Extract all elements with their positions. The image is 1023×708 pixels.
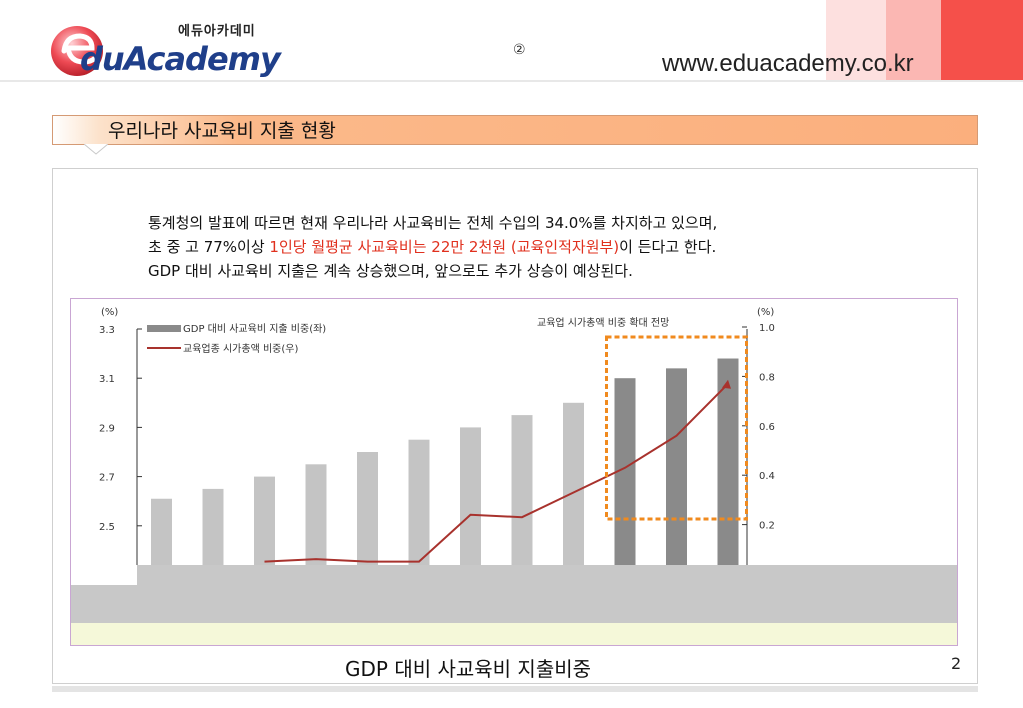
- left-tick-label: 3.3: [99, 325, 115, 336]
- chart: (%)(%)3.33.12.92.72.52.31.00.80.60.40.2G…: [71, 307, 957, 645]
- left-tick-label: 2.7: [99, 473, 115, 484]
- logo-e-icon: [51, 26, 103, 76]
- line-arrow-head: [722, 379, 731, 389]
- section-title: 우리나라 사교육비 지출 현황: [108, 120, 336, 142]
- chart-caption: GDP 대비 사교육비 지출비중: [345, 657, 592, 681]
- image-overlay-strip: [71, 623, 957, 645]
- bar: [717, 358, 739, 575]
- bar: [563, 402, 584, 575]
- bar: [666, 368, 687, 575]
- footer-bar: [52, 686, 978, 692]
- right-tick-label: 1.0: [759, 323, 775, 334]
- right-tick-label: 0.4: [759, 471, 775, 482]
- left-tick-label: 2.9: [99, 423, 115, 434]
- chart-annotation: 교육업 시가총액 비중 확대 전망: [537, 316, 669, 329]
- legend-bar-swatch: [147, 325, 181, 332]
- legend-bar-label: GDP 대비 사교육비 지출 비중(좌): [183, 323, 326, 335]
- title-pointer-icon: [84, 144, 108, 155]
- slide-marker: ②: [513, 42, 526, 58]
- right-tick-label: 0.6: [759, 422, 775, 433]
- projection-highlight-box: [605, 335, 748, 521]
- left-tick-label: 2.5: [99, 522, 115, 533]
- logo[interactable]: 에듀아카데미 duAcademy: [50, 18, 300, 80]
- bar: [202, 488, 224, 575]
- legend-line-label: 교육업종 시가총액 비중(우): [183, 342, 298, 355]
- bar: [460, 427, 481, 575]
- paragraph-line-2: 초 중 고 77%이상 1인당 월평균 사교육비는 22만 2천원 (교육인적자…: [148, 236, 716, 257]
- bar: [614, 378, 636, 575]
- left-unit-label: (%): [101, 307, 118, 318]
- paragraph-highlight: 1인당 월평균 사교육비는 22만 2천원 (교육인적자원부): [269, 238, 620, 256]
- bar: [408, 439, 430, 575]
- paragraph-line-2-end: 이 든다고 한다.: [619, 238, 717, 256]
- site-url[interactable]: www.eduacademy.co.kr: [662, 50, 914, 77]
- line-series: [264, 383, 729, 563]
- section-title-bar: [52, 115, 978, 145]
- bar: [511, 415, 533, 575]
- header-decoration-light: [826, 0, 886, 80]
- page-number: 2: [951, 654, 962, 673]
- logo-wordmark: duAcademy: [80, 40, 281, 78]
- header-divider: [0, 80, 1023, 82]
- bar: [151, 498, 172, 575]
- left-tick-label: 3.1: [99, 374, 115, 385]
- paragraph-line-2-start: 초 중 고 77%이상: [148, 238, 270, 256]
- paragraph-line-1: 통계청의 발표에 따르면 현재 우리나라 사교육비는 전체 수입의 34.0%를…: [148, 214, 718, 232]
- bar: [254, 476, 275, 575]
- image-overlay-notch: [71, 565, 137, 585]
- paragraph-line-3: GDP 대비 사교육비 지출은 계속 상승했으며, 앞으로도 추가 상승이 예상…: [148, 262, 633, 280]
- header-decoration-dark: [941, 0, 1023, 80]
- bar: [357, 452, 378, 575]
- right-tick-label: 0.2: [759, 521, 775, 532]
- chart-image: (%)(%)3.33.12.92.72.52.31.00.80.60.40.2G…: [70, 298, 958, 646]
- bar: [305, 464, 327, 575]
- logo-korean-text: 에듀아카데미: [178, 24, 256, 39]
- right-unit-label: (%): [757, 307, 774, 318]
- header-decoration-mid: [886, 0, 941, 80]
- right-tick-label: 0.8: [759, 372, 775, 383]
